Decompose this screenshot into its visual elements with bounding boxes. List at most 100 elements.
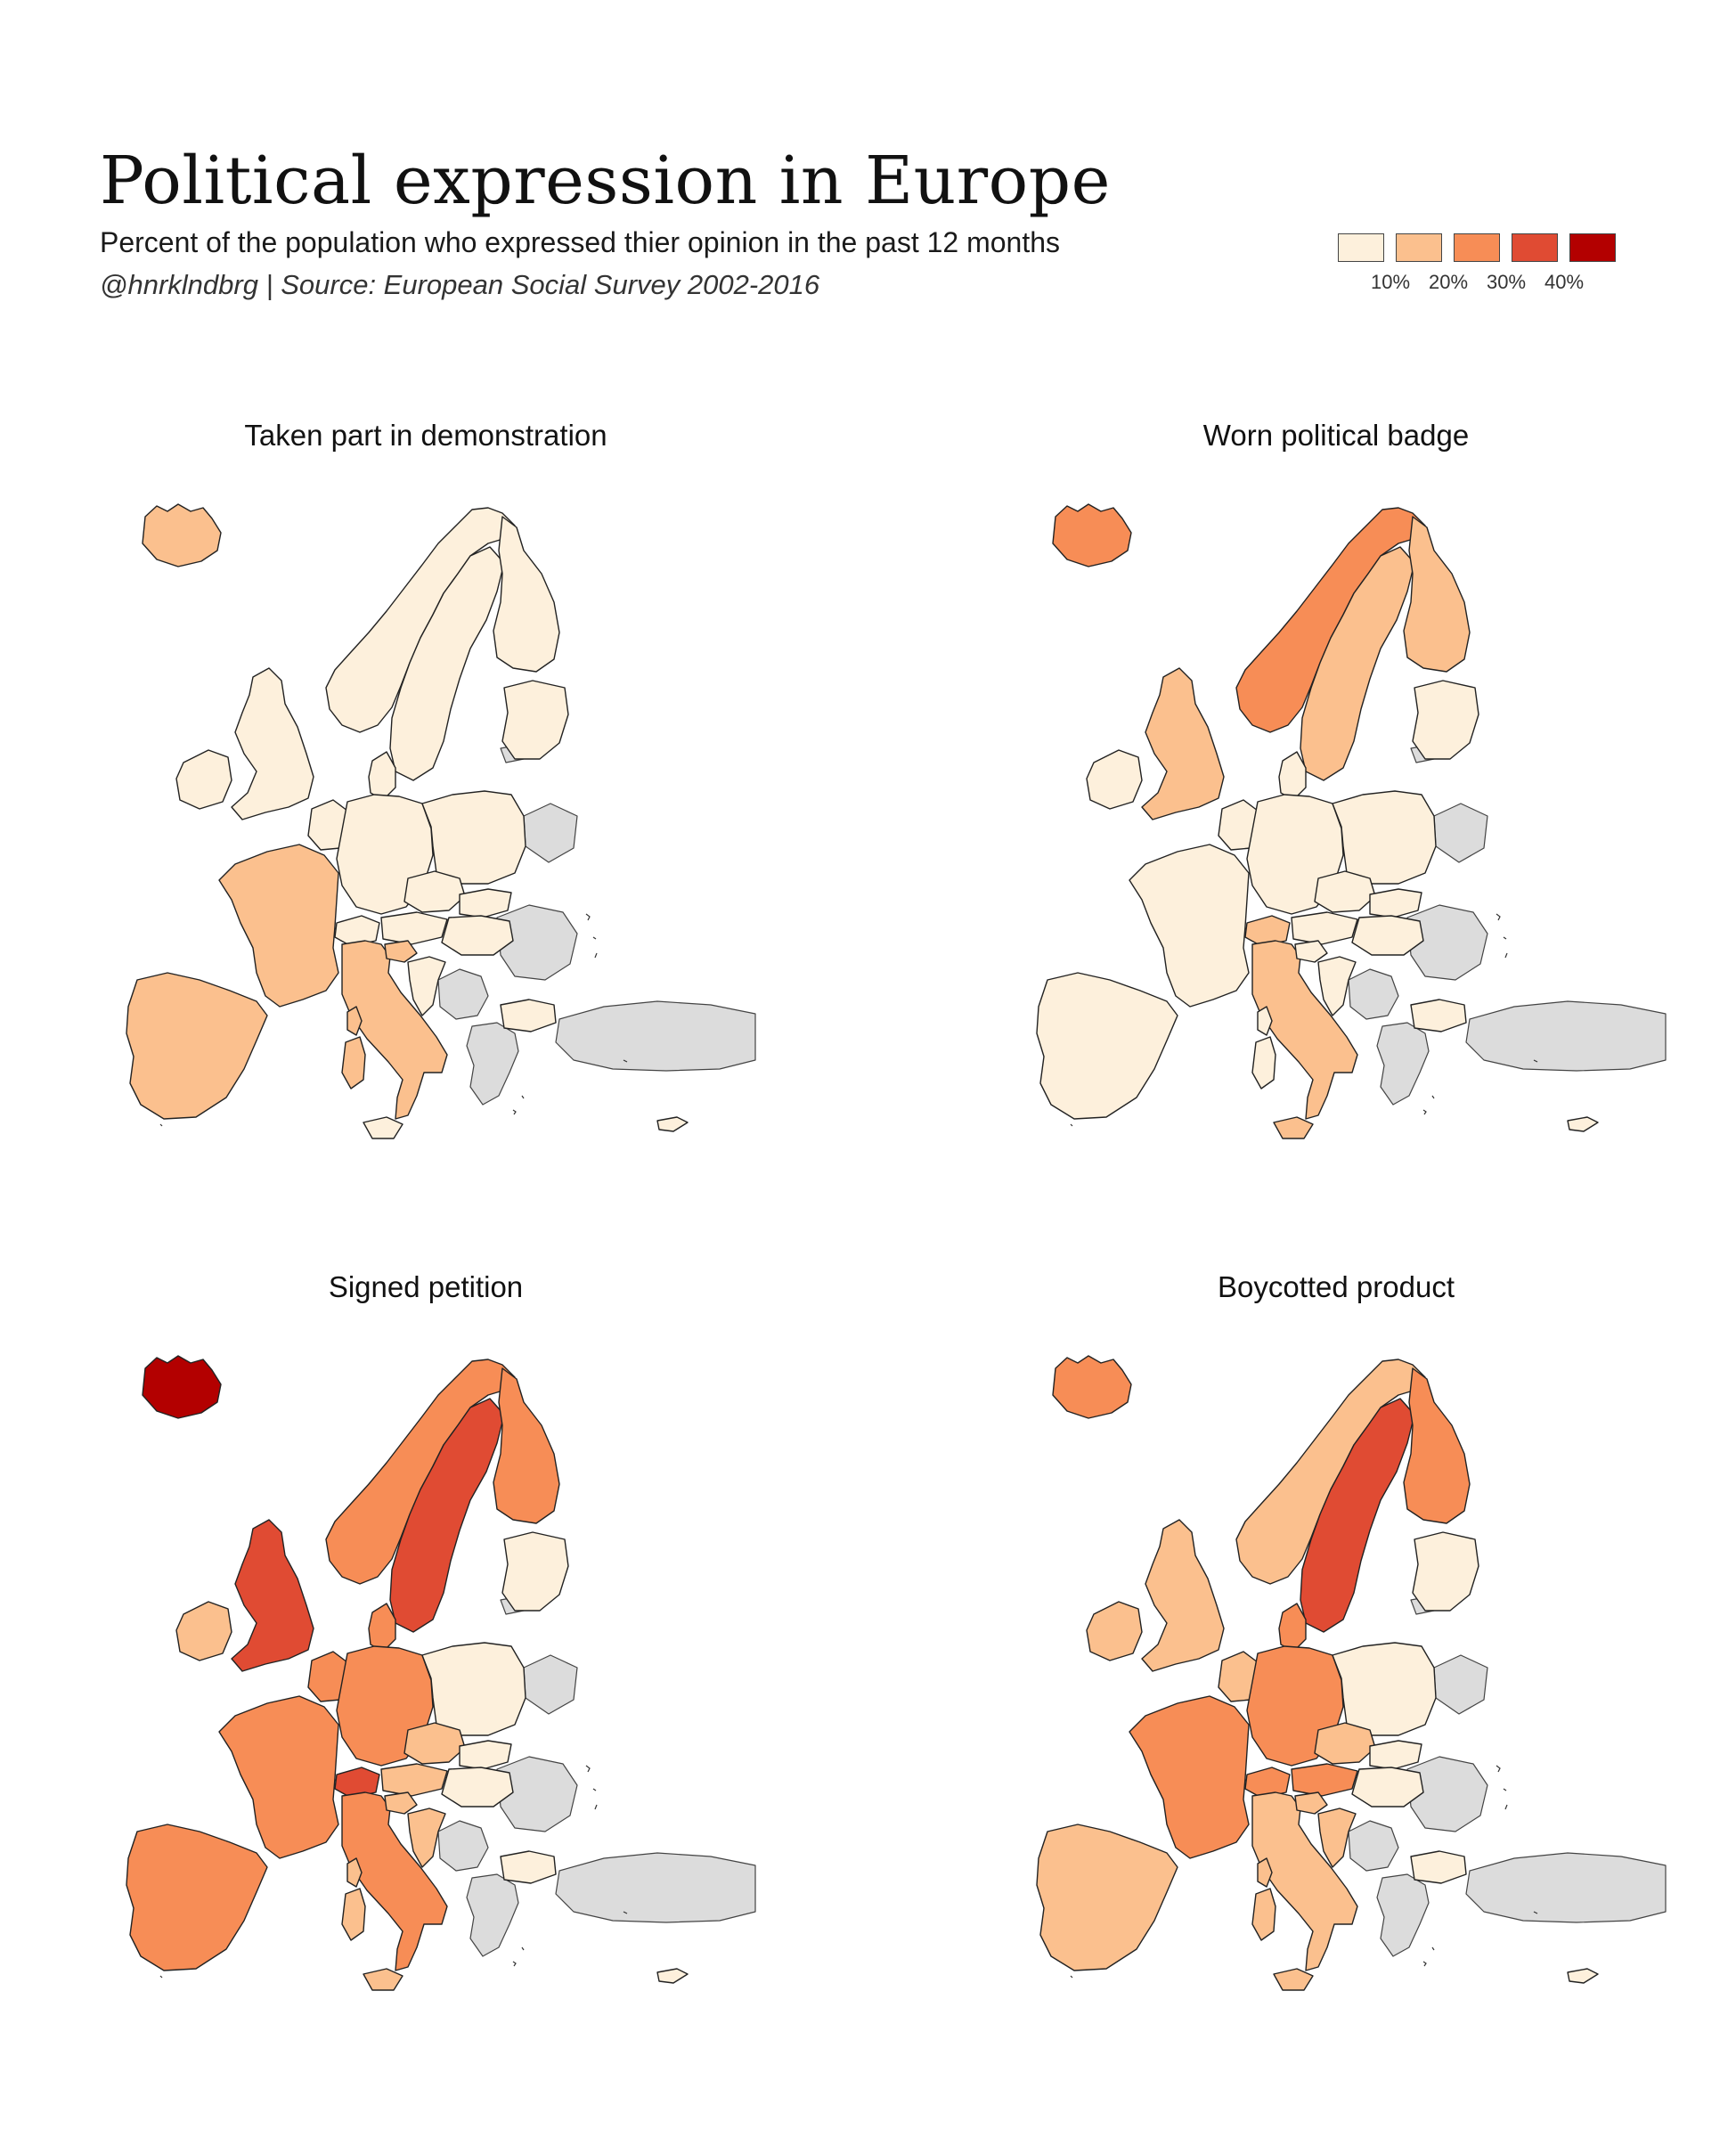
region-baltics — [1412, 680, 1479, 760]
region-finland — [493, 1367, 560, 1524]
region-uk — [231, 667, 314, 820]
region-sweden — [389, 1398, 505, 1633]
region-cyprus — [1567, 1116, 1599, 1132]
region-corsica — [346, 1006, 363, 1036]
islet — [1503, 936, 1507, 940]
islet — [623, 1911, 628, 1914]
region-baltics — [1412, 1531, 1479, 1612]
region-cyprus — [656, 1968, 689, 1984]
region-sicily — [1273, 1968, 1314, 1991]
chart-title: Political expression in Europe — [100, 143, 1111, 219]
region-poland — [1332, 790, 1437, 885]
region-iceland — [142, 503, 222, 567]
legend-swatch — [1338, 233, 1384, 262]
region-sweden — [1300, 1398, 1415, 1633]
region-uk — [1141, 667, 1225, 820]
region-croatia — [1317, 956, 1357, 1016]
chart-subtitle: Percent of the population who expressed … — [100, 226, 1061, 258]
islet — [1504, 1804, 1508, 1810]
nodata-greece — [466, 1873, 519, 1957]
map-panel-demonstration: Taken part in demonstration — [43, 419, 809, 1220]
region-sicily — [363, 1116, 403, 1139]
region-sweden — [1300, 546, 1415, 781]
region-czech — [1314, 870, 1376, 913]
region-austria — [1291, 911, 1358, 945]
nodata-serbia-bosnia — [437, 968, 489, 1020]
region-sardinia — [1251, 1036, 1276, 1089]
region-croatia — [1317, 1808, 1357, 1868]
region-slovakia — [459, 888, 512, 918]
region-cyprus — [656, 1116, 689, 1132]
legend-swatch — [1512, 233, 1558, 262]
islet — [1422, 1961, 1427, 1967]
region-corsica — [1257, 1857, 1273, 1888]
region-austria — [1291, 1763, 1358, 1797]
region-slovakia — [1369, 1740, 1422, 1770]
region-ireland — [175, 1601, 232, 1661]
region-switzerland — [334, 1767, 380, 1799]
nodata-greece — [466, 1022, 519, 1106]
color-legend: 10% 20% 30% 40% — [1338, 233, 1632, 305]
nodata-turkey — [1465, 1852, 1667, 1923]
region-iceland — [142, 1355, 222, 1419]
legend-tick-label: 30% — [1486, 271, 1527, 293]
region-austria — [380, 1763, 448, 1797]
region-hungary — [1351, 1767, 1424, 1808]
region-ireland — [175, 749, 232, 810]
source-credit: @hnrklndbrg | Source: European Social Su… — [100, 269, 820, 300]
nodata-romania — [1406, 1756, 1488, 1832]
region-corsica — [1257, 1006, 1273, 1036]
islet — [585, 1765, 591, 1773]
islet — [1504, 952, 1508, 959]
islet — [521, 1946, 525, 1951]
panel-title: Boycotted product — [1218, 1270, 1455, 1303]
region-france — [1129, 1695, 1250, 1859]
region-ireland — [1086, 749, 1143, 810]
legend-tick-label: 40% — [1544, 271, 1585, 293]
legend-swatch — [1396, 233, 1442, 262]
region-austria — [380, 911, 448, 945]
islet — [1533, 1059, 1538, 1063]
islet — [512, 1961, 517, 1967]
region-finland — [1403, 516, 1471, 673]
nodata-serbia-bosnia — [1348, 968, 1399, 1020]
region-iceland — [1052, 503, 1132, 567]
islet — [623, 1059, 628, 1063]
islet — [1431, 1946, 1435, 1951]
nodata-greece — [1376, 1873, 1430, 1957]
region-iberia — [1036, 972, 1178, 1120]
region-slovenia — [1294, 940, 1328, 963]
region-sweden — [389, 546, 505, 781]
region-hungary — [441, 1767, 514, 1808]
region-poland — [421, 790, 526, 885]
islet — [159, 1123, 163, 1127]
islet — [1431, 1095, 1435, 1099]
region-corsica — [346, 1857, 363, 1888]
nodata-turkey — [555, 1000, 756, 1072]
region-cyprus — [1567, 1968, 1599, 1984]
legend-tick-label: 20% — [1428, 271, 1469, 293]
islet — [1503, 1788, 1507, 1791]
islet — [1070, 1123, 1073, 1127]
region-croatia — [407, 956, 446, 1016]
region-sardinia — [1251, 1888, 1276, 1941]
europe-map — [1036, 503, 1667, 1139]
islet — [594, 952, 598, 959]
islet — [1070, 1975, 1073, 1979]
europe-map — [126, 503, 756, 1139]
region-denmark — [1278, 751, 1307, 801]
legend-swatches — [1338, 233, 1632, 262]
region-slovenia — [384, 1791, 418, 1815]
region-bulgaria — [500, 999, 557, 1032]
europe-map — [1036, 1355, 1667, 1991]
europe-map — [126, 1355, 756, 1991]
region-iberia — [126, 972, 268, 1120]
region-sardinia — [341, 1036, 366, 1089]
region-sicily — [1273, 1116, 1314, 1139]
islet — [159, 1975, 163, 1979]
panel-title: Signed petition — [328, 1270, 524, 1303]
nodata-turkey — [555, 1852, 756, 1923]
region-slovenia — [384, 940, 418, 963]
region-france — [1129, 844, 1250, 1008]
region-uk — [1141, 1519, 1225, 1672]
